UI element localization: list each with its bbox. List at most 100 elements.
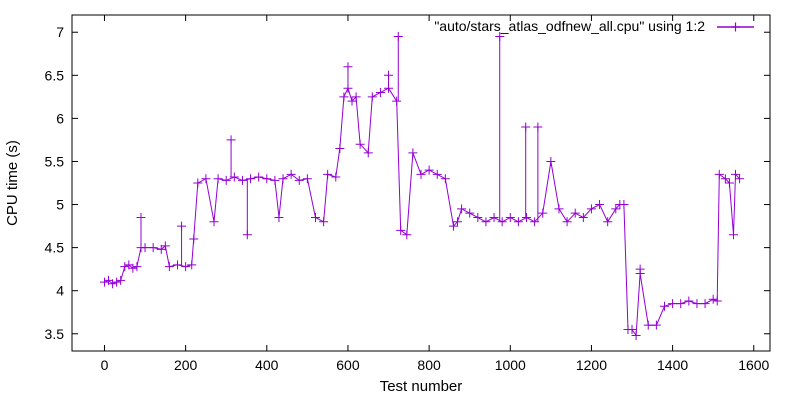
data-point bbox=[343, 62, 353, 72]
data-point bbox=[448, 221, 458, 231]
data-point bbox=[453, 217, 463, 227]
data-point bbox=[187, 260, 197, 270]
data-point bbox=[136, 212, 146, 222]
data-point bbox=[635, 264, 645, 274]
series-line bbox=[104, 86, 740, 337]
data-point bbox=[339, 92, 349, 102]
legend: "auto/stars_atlas_odfnew_all.cpu" using … bbox=[434, 18, 754, 34]
data-point bbox=[278, 174, 288, 184]
data-point bbox=[331, 172, 341, 182]
data-point bbox=[270, 175, 280, 185]
data-point bbox=[367, 92, 377, 102]
data-point bbox=[112, 277, 122, 287]
data-point bbox=[294, 175, 304, 185]
y-axis-label: CPU time (s) bbox=[4, 140, 21, 226]
data-point bbox=[432, 169, 442, 179]
data-point bbox=[586, 204, 596, 214]
data-point bbox=[505, 212, 515, 222]
data-point bbox=[363, 148, 373, 158]
data-point bbox=[286, 169, 296, 179]
data-point bbox=[712, 296, 722, 306]
data-point bbox=[700, 299, 710, 309]
data-point bbox=[735, 174, 745, 184]
data-point bbox=[351, 92, 361, 102]
y-tick-label-5.5: 5.5 bbox=[45, 153, 65, 169]
data-point bbox=[570, 208, 580, 218]
data-point bbox=[676, 299, 686, 309]
data-point bbox=[402, 230, 412, 240]
data-point bbox=[521, 122, 531, 132]
data-point bbox=[140, 243, 150, 253]
data-point bbox=[424, 165, 434, 175]
data-point bbox=[595, 200, 605, 210]
data-point bbox=[546, 156, 556, 166]
data-point bbox=[128, 263, 138, 273]
x-tick-label-400: 400 bbox=[255, 357, 279, 373]
data-point bbox=[177, 221, 187, 231]
data-point bbox=[164, 262, 174, 272]
data-point bbox=[668, 299, 678, 309]
data-point bbox=[246, 174, 256, 184]
data-point bbox=[274, 212, 284, 222]
data-point bbox=[530, 217, 540, 227]
data-point bbox=[310, 212, 320, 222]
data-point bbox=[692, 299, 702, 309]
data-point bbox=[173, 260, 183, 270]
data-point bbox=[481, 217, 491, 227]
data-point bbox=[347, 96, 357, 106]
data-point bbox=[209, 217, 219, 227]
data-point bbox=[720, 174, 730, 184]
y-tick-label-3.5: 3.5 bbox=[45, 326, 65, 342]
data-point bbox=[731, 169, 741, 179]
data-point bbox=[319, 217, 329, 227]
data-point bbox=[343, 83, 353, 93]
data-point bbox=[440, 174, 450, 184]
data-point bbox=[416, 169, 426, 179]
axes-layer: 0 200 400 600 800 1000 1200 1400 1600 3.5 4 4.5 5 5.5… bbox=[45, 15, 770, 373]
data-point bbox=[384, 70, 394, 80]
data-point bbox=[533, 122, 543, 132]
data-point bbox=[226, 135, 236, 145]
x-tick-label-1000: 1000 bbox=[495, 357, 526, 373]
legend-label: "auto/stars_atlas_odfnew_all.cpu" using … bbox=[434, 18, 705, 34]
data-point bbox=[473, 212, 483, 222]
data-point bbox=[355, 139, 365, 149]
data-point bbox=[160, 241, 170, 251]
data-point bbox=[522, 212, 532, 222]
data-point bbox=[724, 178, 734, 188]
data-point bbox=[495, 32, 505, 42]
x-tick-label-600: 600 bbox=[336, 357, 360, 373]
data-point bbox=[554, 204, 564, 214]
data-point bbox=[229, 172, 239, 182]
data-point bbox=[643, 320, 653, 330]
data-point bbox=[728, 230, 738, 240]
x-tick-label-800: 800 bbox=[417, 357, 441, 373]
y-tick-label-6.5: 6.5 bbox=[45, 67, 65, 83]
data-point bbox=[684, 296, 694, 306]
x-tick-label-200: 200 bbox=[174, 357, 198, 373]
y-tick-label-7: 7 bbox=[56, 24, 64, 40]
x-tick-label-1400: 1400 bbox=[657, 357, 688, 373]
x-axis-label: Test number bbox=[380, 378, 463, 395]
data-point bbox=[120, 262, 130, 272]
data-point bbox=[302, 174, 312, 184]
data-point bbox=[193, 178, 203, 188]
data-point bbox=[513, 217, 523, 227]
x-tick-label-0: 0 bbox=[101, 357, 109, 373]
data-point bbox=[457, 204, 467, 214]
data-point bbox=[619, 200, 629, 210]
data-point bbox=[242, 230, 252, 240]
data-point bbox=[465, 208, 475, 218]
data-point bbox=[99, 277, 109, 287]
data-point bbox=[323, 169, 333, 179]
data-point bbox=[262, 174, 272, 184]
data-point bbox=[213, 174, 223, 184]
plot-frame bbox=[71, 14, 771, 352]
data-point bbox=[201, 174, 211, 184]
data-point bbox=[108, 279, 118, 289]
data-point bbox=[384, 83, 394, 93]
data-point bbox=[393, 32, 403, 42]
y-tick-label-4: 4 bbox=[56, 283, 64, 299]
data-point bbox=[375, 88, 385, 98]
